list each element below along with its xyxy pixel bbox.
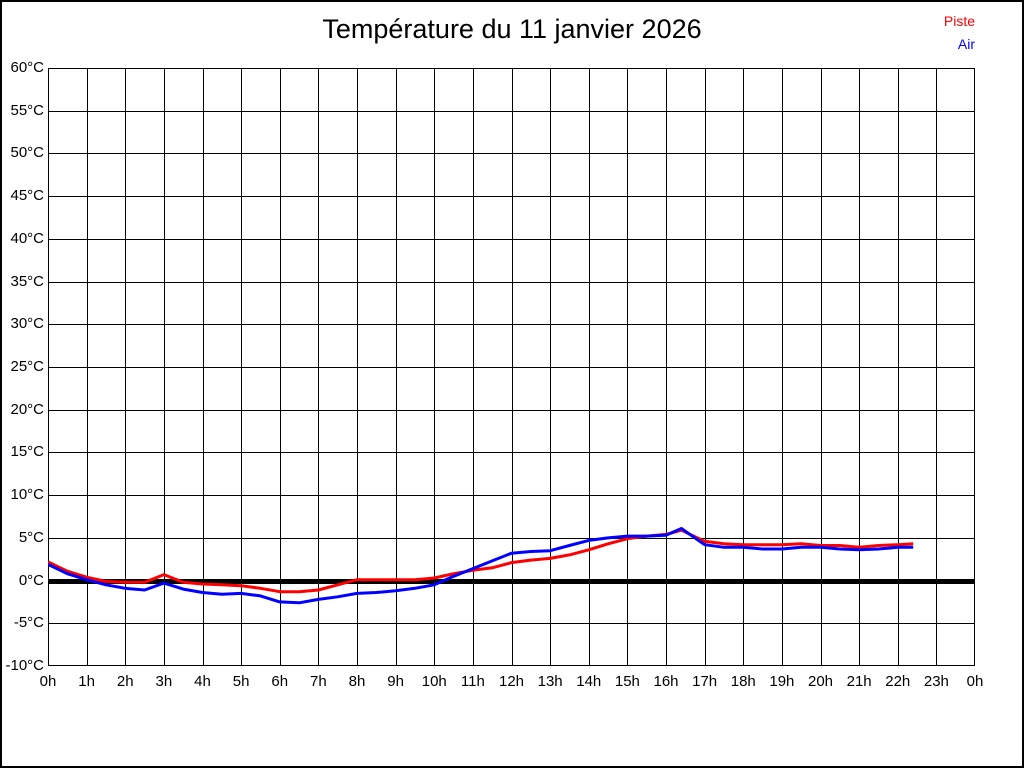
x-tick-label: 22h [885, 673, 911, 690]
y-tick-label: 20°C [10, 400, 44, 418]
legend-item-air: Air [957, 36, 975, 52]
x-tick-label: 6h [271, 673, 289, 690]
x-tick-label: 1h [78, 673, 95, 690]
x-tick-label: 17h [692, 673, 718, 690]
chart-title: Température du 11 janvier 2026 [322, 14, 702, 44]
x-tick-label: 0h [966, 673, 984, 690]
legend-item-piste: Piste [943, 13, 975, 29]
x-tick-label: 2h [116, 673, 134, 690]
x-tick-label: 18h [730, 673, 756, 690]
y-tick-label: 15°C [10, 443, 44, 461]
y-tick-label: -10°C [5, 657, 44, 674]
plot-svg [47, 68, 975, 666]
x-tick-label: 9h [387, 673, 404, 690]
legend: Piste Air [944, 10, 975, 56]
y-tick-label: 5°C [18, 528, 44, 546]
y-tick-label: 50°C [10, 144, 44, 162]
x-tick-label: 11h [460, 673, 485, 690]
x-tick-label: 14h [576, 673, 602, 690]
x-tick-label: 16h [653, 673, 679, 690]
air-line [47, 527, 914, 605]
x-tick-label: 19h [769, 673, 795, 690]
y-tick-label: 40°C [10, 229, 44, 247]
x-tick-label: 12h [498, 673, 525, 690]
x-tick-label: 15h [614, 673, 640, 690]
piste-line [47, 528, 914, 594]
x-tick-label: 23h [923, 673, 949, 690]
y-tick-label: 45°C [10, 187, 44, 205]
x-tick-label: 5h [232, 673, 250, 690]
x-tick-label: 21h [846, 673, 872, 690]
x-tick-label: 3h [155, 673, 173, 690]
y-tick-label: 55°C [10, 101, 44, 119]
y-tick-label: 25°C [10, 358, 44, 375]
x-tick-label: 10h [421, 673, 447, 690]
x-tick-label: 4h [194, 673, 211, 690]
y-tick-label: 60°C [10, 59, 44, 76]
y-tick-label: 30°C [10, 315, 44, 333]
x-tick-label: 13h [537, 673, 563, 690]
y-tick-label: 0°C [18, 571, 44, 589]
y-tick-label: 10°C [10, 486, 44, 504]
y-tick-label: 35°C [10, 272, 44, 290]
y-tick-label: -5°C [13, 614, 44, 632]
x-tick-label: 0h [39, 673, 57, 690]
x-tick-label: 20h [807, 673, 834, 690]
x-tick-label: 7h [310, 673, 327, 690]
x-tick-label: 8h [348, 673, 366, 690]
plot-area [47, 68, 975, 666]
